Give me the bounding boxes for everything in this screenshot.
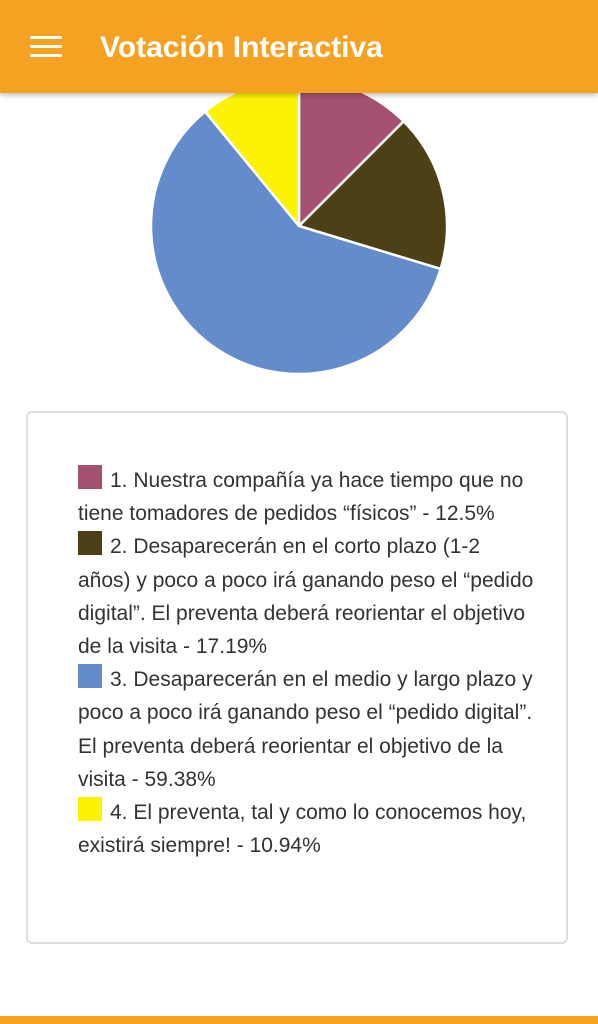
legend-swatch	[78, 531, 102, 556]
legend-swatch	[78, 797, 102, 822]
pie-chart-svg	[149, 76, 449, 376]
legend-item-1: 1. Nuestra compañía ya hace tiempo que n…	[78, 464, 538, 530]
legend-card: 1. Nuestra compañía ya hace tiempo que n…	[26, 411, 568, 944]
legend-item-4: 4. El preventa, tal y como lo conocemos …	[78, 796, 538, 862]
app-title: Votación Interactiva	[100, 31, 383, 64]
hamburger-menu-icon[interactable]	[30, 36, 62, 58]
legend-swatch	[78, 465, 102, 489]
legend-item-2: 2. Desaparecerán en el corto plazo (1-2 …	[78, 530, 538, 663]
pie-slice-3	[149, 110, 442, 376]
legend-item-3: 3. Desaparecerán en el medio y largo pla…	[78, 663, 538, 796]
app-bar: Votación Interactiva	[0, 0, 598, 93]
legend-label: 1. Nuestra compañía ya hace tiempo que n…	[78, 469, 524, 526]
legend-swatch	[78, 664, 102, 689]
pie-chart	[0, 0, 598, 400]
legend-label: 2. Desaparecerán en el corto plazo (1-2 …	[78, 535, 534, 659]
legend-label: 3. Desaparecerán en el medio y largo pla…	[78, 668, 533, 791]
bottom-bar	[0, 1016, 598, 1024]
legend-list: 1. Nuestra compañía ya hace tiempo que n…	[78, 464, 538, 862]
legend-label: 4. El preventa, tal y como lo conocemos …	[78, 801, 527, 858]
pie-slice-2	[297, 120, 449, 271]
